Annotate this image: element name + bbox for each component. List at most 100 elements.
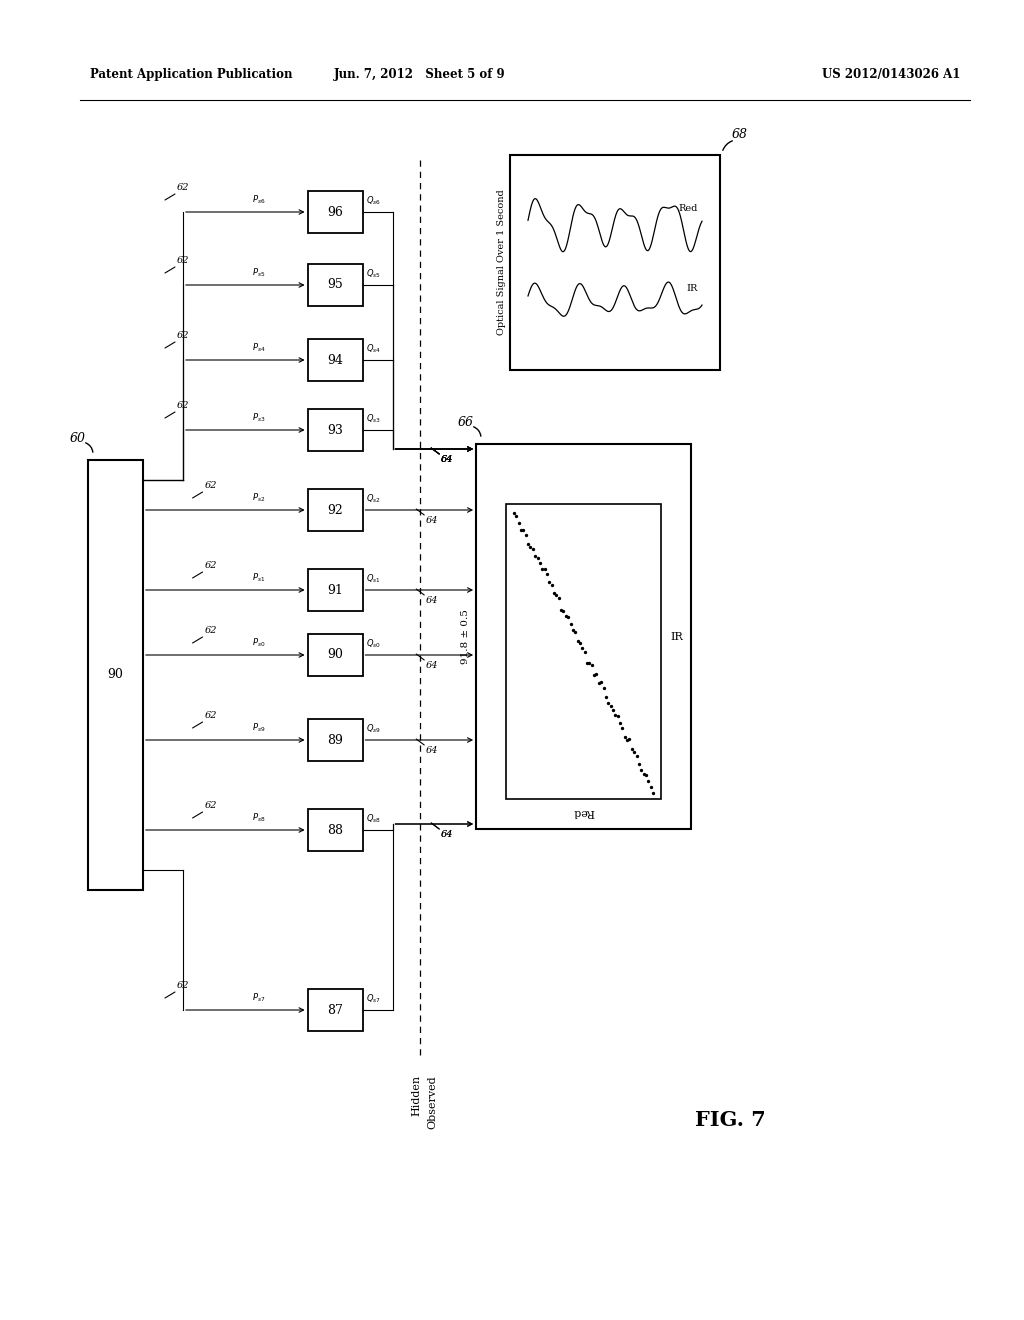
Point bbox=[555, 601, 571, 622]
Text: $Q_{s8}$: $Q_{s8}$ bbox=[367, 813, 382, 825]
Bar bbox=[307, 488, 362, 531]
Point bbox=[591, 672, 607, 693]
Point bbox=[611, 713, 628, 734]
Point bbox=[517, 524, 534, 545]
Text: 92: 92 bbox=[327, 503, 343, 516]
Text: 64: 64 bbox=[440, 455, 453, 465]
Point bbox=[629, 746, 645, 767]
Text: $Q_{s0}$: $Q_{s0}$ bbox=[367, 638, 382, 649]
Text: $P_{s5}$: $P_{s5}$ bbox=[253, 267, 266, 279]
Text: $P_{s0}$: $P_{s0}$ bbox=[253, 636, 266, 649]
Text: $P_{s7}$: $P_{s7}$ bbox=[253, 991, 266, 1005]
Bar bbox=[307, 719, 362, 762]
Point bbox=[537, 558, 553, 579]
Text: FIG. 7: FIG. 7 bbox=[694, 1110, 765, 1130]
Text: 62: 62 bbox=[177, 183, 189, 191]
Text: $Q_{s5}$: $Q_{s5}$ bbox=[367, 268, 381, 280]
Text: 64: 64 bbox=[440, 455, 453, 465]
Point bbox=[506, 503, 522, 524]
Bar bbox=[307, 191, 362, 234]
Bar bbox=[307, 409, 362, 451]
Bar bbox=[307, 339, 362, 381]
Bar bbox=[88, 459, 143, 890]
Text: IR: IR bbox=[671, 631, 683, 642]
Point bbox=[529, 548, 546, 569]
Bar bbox=[307, 809, 362, 851]
Point bbox=[584, 655, 600, 676]
Point bbox=[631, 754, 647, 775]
Text: 66: 66 bbox=[458, 416, 474, 429]
Bar bbox=[307, 634, 362, 676]
Point bbox=[602, 696, 618, 717]
Text: 62: 62 bbox=[205, 626, 217, 635]
Text: 62: 62 bbox=[177, 256, 189, 265]
Text: 87: 87 bbox=[327, 1003, 343, 1016]
Text: 64: 64 bbox=[440, 455, 453, 465]
Text: $P_{s3}$: $P_{s3}$ bbox=[253, 412, 266, 424]
Point bbox=[508, 506, 524, 527]
Point bbox=[616, 726, 633, 747]
Bar bbox=[307, 264, 362, 306]
Text: $P_{s1}$: $P_{s1}$ bbox=[253, 572, 266, 583]
Point bbox=[598, 686, 614, 708]
Text: 64: 64 bbox=[425, 746, 437, 755]
Text: 64: 64 bbox=[425, 661, 437, 671]
Text: 64: 64 bbox=[425, 516, 437, 525]
Bar bbox=[476, 444, 691, 829]
Text: 91.8 ± 0.5: 91.8 ± 0.5 bbox=[462, 609, 470, 664]
Text: 64: 64 bbox=[440, 455, 453, 465]
Point bbox=[642, 776, 658, 797]
Point bbox=[579, 652, 595, 673]
Text: US 2012/0143026 A1: US 2012/0143026 A1 bbox=[821, 69, 961, 81]
Point bbox=[562, 614, 579, 635]
Bar bbox=[510, 154, 720, 370]
Point bbox=[564, 620, 581, 642]
Point bbox=[577, 642, 593, 663]
Text: $Q_{s3}$: $Q_{s3}$ bbox=[367, 412, 382, 425]
Point bbox=[522, 536, 539, 557]
Point bbox=[531, 552, 548, 573]
Text: $P_{s8}$: $P_{s8}$ bbox=[253, 812, 266, 824]
Text: 89: 89 bbox=[327, 734, 343, 747]
Point bbox=[551, 587, 567, 609]
Point bbox=[544, 574, 560, 595]
Point bbox=[595, 677, 611, 698]
Text: 62: 62 bbox=[177, 331, 189, 341]
Text: $Q_{s6}$: $Q_{s6}$ bbox=[367, 194, 382, 207]
Point bbox=[633, 759, 649, 780]
Text: Hidden: Hidden bbox=[411, 1074, 421, 1117]
Text: 62: 62 bbox=[205, 801, 217, 810]
Point bbox=[638, 764, 654, 785]
Point bbox=[548, 585, 564, 606]
Point bbox=[582, 652, 598, 673]
Text: 64: 64 bbox=[440, 830, 453, 840]
Text: 94: 94 bbox=[327, 354, 343, 367]
Text: $P_{s2}$: $P_{s2}$ bbox=[253, 491, 266, 504]
Text: $Q_{s2}$: $Q_{s2}$ bbox=[367, 492, 381, 506]
Text: $P_{s6}$: $P_{s6}$ bbox=[253, 194, 266, 206]
Text: 64: 64 bbox=[440, 830, 453, 840]
Point bbox=[609, 706, 626, 727]
Point bbox=[560, 607, 577, 628]
Point bbox=[618, 729, 635, 750]
Point bbox=[513, 520, 529, 541]
Point bbox=[558, 606, 574, 627]
Text: Optical Signal Over 1 Second: Optical Signal Over 1 Second bbox=[498, 190, 507, 335]
Point bbox=[622, 729, 638, 750]
Text: 62: 62 bbox=[205, 480, 217, 490]
Text: 62: 62 bbox=[177, 401, 189, 411]
Text: Observed: Observed bbox=[427, 1074, 437, 1129]
Point bbox=[539, 564, 555, 585]
Text: 90: 90 bbox=[108, 668, 124, 681]
Text: 68: 68 bbox=[732, 128, 748, 141]
Text: Red: Red bbox=[572, 807, 594, 817]
Point bbox=[624, 739, 640, 760]
Point bbox=[569, 630, 586, 651]
Bar bbox=[307, 989, 362, 1031]
Text: 62: 62 bbox=[205, 711, 217, 719]
Point bbox=[626, 742, 642, 763]
Text: 91: 91 bbox=[327, 583, 343, 597]
Text: 62: 62 bbox=[205, 561, 217, 570]
Point bbox=[588, 664, 604, 685]
Point bbox=[541, 572, 557, 593]
